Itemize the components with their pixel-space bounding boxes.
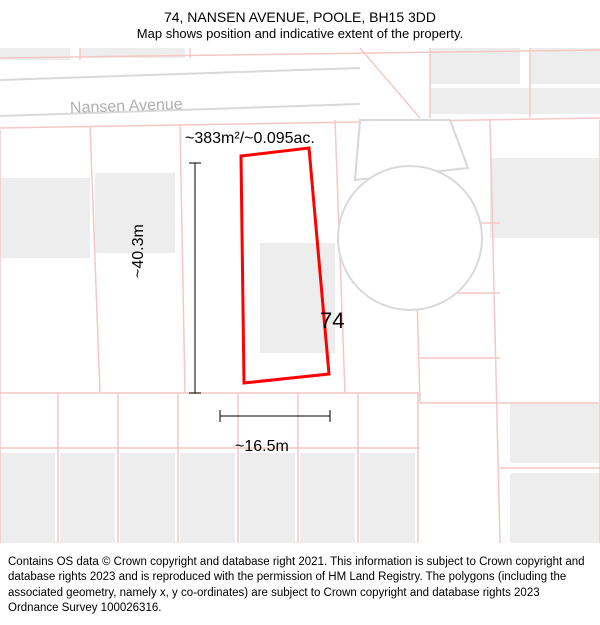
- header: 74, NANSEN AVENUE, POOLE, BH15 3DD Map s…: [0, 0, 600, 43]
- map-container: Nansen Avenue ~383m²/~0.095ac. ~40.3m ~1…: [0, 48, 600, 543]
- page-title: 74, NANSEN AVENUE, POOLE, BH15 3DD: [0, 8, 600, 26]
- house-number-label: 74: [320, 308, 344, 334]
- copyright-footer: Contains OS data © Crown copyright and d…: [8, 555, 592, 617]
- height-measurement-label: ~40.3m: [130, 224, 148, 278]
- page-subtitle: Map shows position and indicative extent…: [0, 26, 600, 43]
- map-svg: [0, 48, 600, 543]
- area-measurement-label: ~383m²/~0.095ac.: [185, 130, 315, 148]
- width-measurement-label: ~16.5m: [235, 438, 289, 456]
